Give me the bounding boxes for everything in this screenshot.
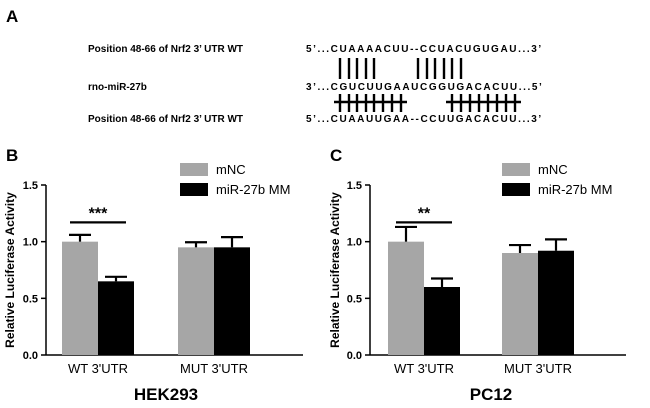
bar <box>98 281 134 355</box>
x-category-label: MUT 3'UTR <box>180 361 248 376</box>
significance-label: ** <box>418 205 431 222</box>
y-tick-label: 0.5 <box>347 293 362 305</box>
legend-swatch <box>180 183 208 196</box>
bar <box>62 241 98 355</box>
x-category-label: WT 3'UTR <box>68 361 128 376</box>
y-tick-label: 0.5 <box>23 293 38 305</box>
bar <box>178 247 214 355</box>
y-tick-label: 1.0 <box>23 237 38 249</box>
y-tick-label: 1.5 <box>23 180 38 192</box>
chart-title: HEK293 <box>134 385 198 404</box>
bar <box>388 241 424 355</box>
bar <box>424 287 460 355</box>
chart-title: PC12 <box>470 385 513 404</box>
y-tick-label: 0.0 <box>23 350 38 362</box>
significance-label: *** <box>89 205 108 222</box>
chart-b-hek293: B 0.0 0.5 1.0 1.5 Relative Luciferase Activit… <box>3 146 303 404</box>
panel-letter: B <box>6 146 18 165</box>
y-tick-label: 0.0 <box>347 350 362 362</box>
legend-swatch <box>502 183 530 196</box>
mirna-label: rno-miR-27b <box>88 82 147 93</box>
legend-label: miR-27b MM <box>538 182 612 197</box>
legend-swatch <box>502 163 530 176</box>
panel-a-letter: A <box>6 7 18 26</box>
x-category-label: MUT 3'UTR <box>504 361 572 376</box>
y-axis-label: Relative Luciferase Activity <box>3 192 17 348</box>
bar <box>214 247 250 355</box>
y-tick-label: 1.5 <box>347 180 362 192</box>
wt-sequence: 5’...CUAAAACUU--CCUACUGUGAU...3’ <box>306 44 543 55</box>
mut-sequence: 5’...CUAAUUGAA--CCUUGACACUU...3’ <box>306 114 543 125</box>
bar <box>538 250 574 355</box>
mirna-sequence: 3’...CGUCUUGAAUCGGUGACACUU...5’ <box>306 82 543 93</box>
x-category-label: WT 3'UTR <box>394 361 454 376</box>
legend-label: mNC <box>538 162 568 177</box>
pairing-lines-mutated <box>334 94 521 112</box>
legend-label: miR-27b MM <box>216 182 290 197</box>
panel-a: A Position 48-66 of Nrf2 3’ UTR WT 5’...… <box>6 7 543 125</box>
chart-c-pc12: C 0.0 0.5 1.0 1.5 Relative Luciferase Activit… <box>328 146 626 404</box>
legend-label: mNC <box>216 162 246 177</box>
legend-swatch <box>180 163 208 176</box>
y-tick-label: 1.0 <box>347 237 362 249</box>
panel-letter: C <box>330 146 342 165</box>
y-axis-label: Relative Luciferase Activity <box>328 192 342 348</box>
pairing-lines-top <box>338 58 463 79</box>
mut-label: Position 48-66 of Nrf2 3’ UTR WT <box>88 114 243 125</box>
bar <box>502 253 538 355</box>
wt-label: Position 48-66 of Nrf2 3’ UTR WT <box>88 44 243 55</box>
